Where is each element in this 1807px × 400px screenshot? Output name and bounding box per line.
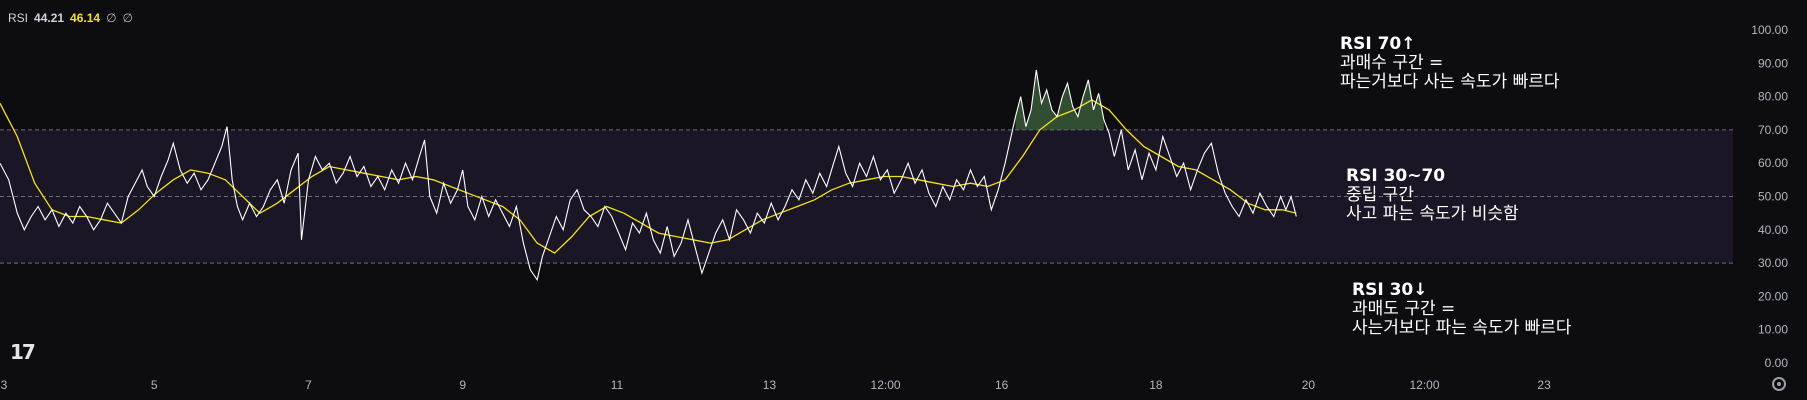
y-tick-label: 80.00 [1758,90,1788,104]
x-tick-label: 13 [763,378,777,392]
overbought-subtitle: 과매수 구간 = [1340,53,1444,73]
x-tick-label: 20 [1302,378,1316,392]
neutral-subtitle: 중립 구간 [1346,185,1414,205]
level-lines [0,129,1733,264]
x-tick-label: 11 [611,378,624,392]
overbought-fill [1015,70,1104,130]
overbought-desc: 파는거보다 사는 속도가 빠르다 [1340,72,1560,92]
x-tick-label: 3 [1,378,8,392]
x-tick-label: 9 [459,378,466,392]
oversold-annotation: RSI 30↓ 과매도 구간 = 사는거보다 파는 속도가 빠르다 [1352,281,1572,338]
y-tick-label: 50.00 [1758,190,1788,204]
y-tick-label: 100.00 [1751,23,1788,37]
y-tick-label: 0.00 [1765,356,1789,370]
x-tick-label: 7 [305,378,312,392]
indicator-name: RSI [8,11,29,25]
y-axis[interactable]: 100.00 90.00 80.00 70.00 60.00 50.00 40.00 30.0… [1751,23,1788,370]
x-tick-label: 5 [151,378,158,392]
y-tick-label: 40.00 [1758,223,1788,237]
y-tick-label: 70.00 [1758,123,1788,137]
x-tick-label: 16 [995,378,1009,392]
rsi-series-line [0,69,1297,282]
oversold-title: RSI 30↓ [1352,280,1428,300]
neutral-title: RSI 30~70 [1346,166,1446,186]
x-axis[interactable]: 3 5 7 9 11 13 12:00 16 18 20 12:00 23 [1,378,1551,392]
neutral-annotation: RSI 30~70 중립 구간 사고 파는 속도가 비슷함 [1346,167,1519,224]
oversold-desc: 사는거보다 파는 속도가 빠르다 [1352,318,1572,338]
x-tick-label: 23 [1537,378,1551,392]
ma-value: 46.14 [70,11,101,25]
y-tick-label: 90.00 [1758,56,1788,70]
empty-value-2: ∅ [122,11,133,25]
x-tick-label: 18 [1149,378,1163,392]
overbought-annotation: RSI 70↑ 과매수 구간 = 파는거보다 사는 속도가 빠르다 [1340,35,1560,92]
neutral-desc: 사고 파는 속도가 비슷함 [1346,204,1519,224]
x-tick-label: 12:00 [1410,378,1440,392]
tradingview-logo[interactable]: 17 [10,340,36,364]
y-tick-label: 60.00 [1758,156,1788,170]
overbought-fill-area [1015,70,1104,130]
oversold-subtitle: 과매도 구간 = [1352,299,1456,319]
y-tick-label: 10.00 [1758,323,1788,337]
y-tick-label: 30.00 [1758,256,1788,270]
y-tick-label: 20.00 [1758,289,1788,303]
indicator-legend[interactable]: RSI 44.21 46.14 ∅ ∅ [8,11,133,25]
overbought-title: RSI 70↑ [1340,34,1416,54]
rsi-value: 44.21 [34,11,65,25]
empty-value-1: ∅ [106,11,117,25]
settings-icon[interactable] [1772,377,1786,391]
x-tick-label: 12:00 [871,378,901,392]
